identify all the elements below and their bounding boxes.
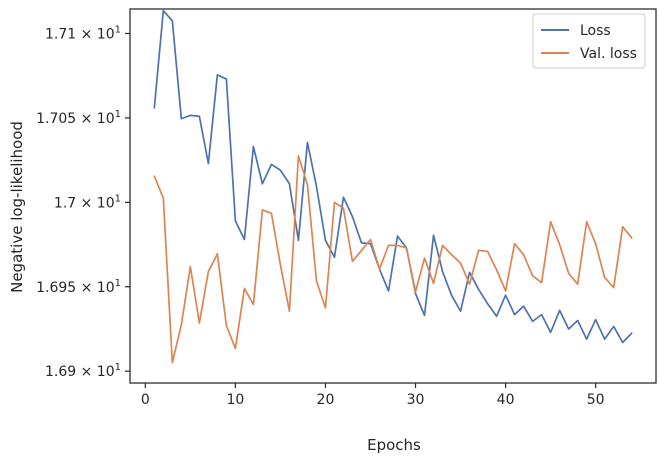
series-line-val-loss — [153, 155, 633, 364]
y-tick-label-1.7: 1.7 × 101 — [54, 193, 121, 211]
y-tick-label-1.695: 1.695 × 101 — [36, 278, 121, 296]
axis-ticks: 0 10 20 30 40 50 1.69 × 101 1.695 × 101 1.7 × 10… — [36, 24, 604, 408]
legend-label-val-loss: Val. loss — [580, 46, 637, 62]
plot-frame — [129, 8, 657, 384]
legend-box — [532, 13, 646, 69]
legend-label-loss: Loss — [580, 23, 611, 39]
y-axis-title: Negative log-likelihood — [8, 121, 26, 293]
y-tick-label-1.69: 1.69 × 101 — [45, 362, 121, 380]
y-tick-label-1.71: 1.71 × 101 — [45, 24, 121, 42]
x-tick-label-0: 0 — [141, 392, 150, 408]
y-tick-label-1.705: 1.705 × 101 — [36, 109, 121, 127]
series-lines — [153, 9, 633, 364]
series-line-loss — [153, 9, 633, 344]
x-tick-label-10: 10 — [226, 392, 244, 408]
legend: Loss Val. loss — [532, 13, 646, 69]
x-tick-label-20: 20 — [317, 392, 335, 408]
x-tick-label-30: 30 — [407, 392, 425, 408]
x-tick-label-40: 40 — [497, 392, 515, 408]
x-tick-label-50: 50 — [587, 392, 605, 408]
x-axis-title: Epochs — [367, 436, 421, 454]
